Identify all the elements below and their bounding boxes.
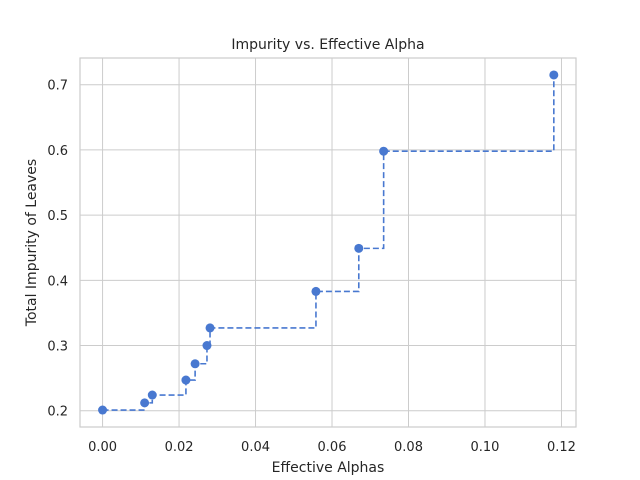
x-tick-label: 0.00 [88, 440, 117, 455]
y-tick-label: 0.4 [47, 274, 68, 289]
y-tick-label: 0.6 [47, 144, 68, 159]
y-axis-label: Total Impurity of Leaves [24, 159, 40, 327]
data-point [202, 341, 212, 351]
x-tick-label: 0.04 [241, 440, 270, 455]
x-tick-label: 0.06 [318, 440, 347, 455]
data-point [140, 398, 150, 408]
series-layer [98, 70, 559, 415]
x-tick-label: 0.08 [394, 440, 423, 455]
data-point [311, 286, 321, 296]
tick-labels: 0.00 0.02 0.04 0.06 0.08 0.10 0.12 0.2 0.3 0.4 0.5… [47, 79, 576, 455]
chart-title: Impurity vs. Effective Alpha [231, 37, 424, 53]
data-point [549, 70, 559, 80]
data-point [379, 146, 389, 156]
x-tick-label: 0.10 [471, 440, 500, 455]
data-point [190, 359, 200, 369]
x-tick-label: 0.02 [165, 440, 194, 455]
y-tick-label: 0.7 [47, 79, 68, 94]
data-point [205, 323, 215, 333]
data-point [98, 405, 108, 415]
y-tick-label: 0.2 [47, 405, 68, 420]
step-line [102, 74, 555, 411]
y-tick-label: 0.5 [47, 209, 68, 224]
data-point [181, 375, 191, 385]
data-point [354, 243, 364, 253]
x-axis-label: Effective Alphas [272, 460, 385, 476]
grid [80, 58, 576, 427]
data-point [147, 390, 157, 400]
x-tick-label: 0.12 [547, 440, 576, 455]
y-tick-label: 0.3 [47, 340, 68, 355]
plot-frame [79, 57, 577, 428]
